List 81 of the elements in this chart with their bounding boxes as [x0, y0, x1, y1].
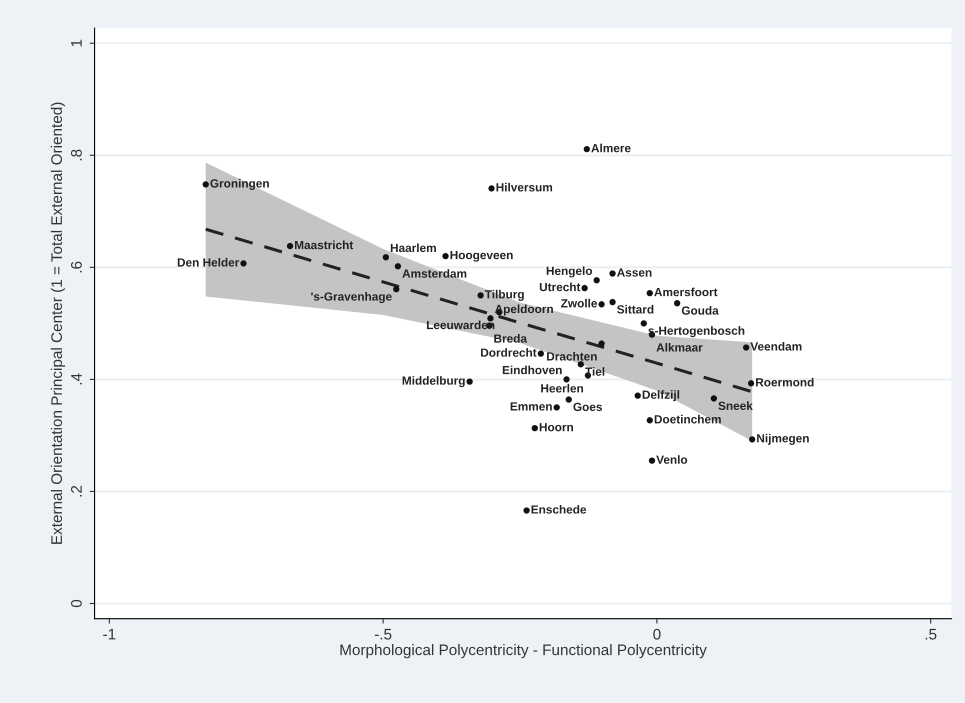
point [581, 284, 588, 292]
data-label: Breda [494, 334, 528, 343]
data-label: Enschede [532, 505, 586, 514]
point [674, 300, 680, 306]
point [477, 292, 484, 299]
x-tick-label: -.5 [374, 628, 392, 640]
data-label: Amersfoort [654, 288, 718, 296]
data-label: Hoogeveen [450, 251, 513, 262]
data-label: Maastricht [295, 240, 354, 250]
point [598, 301, 605, 308]
data-label: Almere [591, 144, 631, 152]
point [609, 270, 616, 277]
data-label: Haarlem [390, 243, 436, 252]
point [743, 344, 750, 351]
point [554, 404, 560, 411]
data-label: Hilversum [496, 182, 552, 192]
point [566, 396, 572, 403]
data-label: Venlo [656, 455, 688, 464]
y-tick-label: 1 [71, 40, 82, 46]
data-label: Gouda [682, 306, 719, 315]
point [710, 395, 718, 402]
data-label: Nijmegen [757, 434, 809, 445]
point [466, 378, 473, 385]
data-label: Alkmaar [656, 342, 703, 352]
x-tick-label: .5 [926, 628, 936, 640]
data-label: Emmen [510, 402, 552, 411]
point [488, 185, 495, 192]
data-label: Goes [573, 402, 602, 412]
point [286, 242, 294, 250]
point [578, 361, 584, 368]
data-label: Dordrecht [481, 348, 537, 357]
point [532, 424, 538, 432]
data-label: Delfzijl [642, 390, 680, 402]
point [634, 392, 641, 399]
point [748, 380, 754, 386]
point [598, 340, 605, 347]
data-label: Utrecht [540, 282, 580, 292]
point [749, 436, 756, 443]
data-label: Tilburg [484, 290, 524, 301]
point [584, 146, 590, 152]
point [538, 350, 544, 357]
point [523, 507, 530, 514]
y-tick-label: .4 [71, 373, 82, 384]
point [394, 263, 402, 270]
x-axis-title: Morphological Polycentricity - Functional Polycentricity [340, 644, 707, 658]
data-label: Den Helder [178, 258, 240, 267]
y-tick-label: 0 [71, 600, 82, 608]
data-label: Doetinchem [654, 414, 721, 424]
point [594, 277, 600, 284]
data-label: Sittard [617, 304, 654, 314]
data-label: Groningen [210, 178, 269, 190]
x-tick-label: 0 [653, 628, 661, 640]
point [646, 417, 653, 424]
data-label: Drachten [547, 352, 597, 361]
data-label: Veendam [750, 342, 802, 351]
point [563, 376, 570, 383]
data-label: Assen [617, 268, 652, 277]
data-label: Zwolle [561, 298, 598, 308]
point [202, 181, 209, 188]
point [382, 254, 390, 260]
data-label: Eindhoven [502, 366, 562, 374]
point [393, 286, 400, 292]
data-label: Amsterdam [402, 269, 466, 278]
point [442, 252, 449, 260]
data-label: 's-Gravenhage [311, 292, 392, 304]
x-tick-label: -1 [103, 628, 116, 640]
point [240, 260, 247, 267]
point [646, 290, 653, 296]
point [648, 457, 656, 464]
y-tick-label: .2 [71, 486, 82, 496]
y-axis-title: External Orientation Principal Center (1 = Total External Oriented) [50, 102, 66, 544]
point [609, 298, 616, 306]
data-label: Heerlen [541, 384, 584, 393]
point [640, 320, 647, 327]
data-label: Middelburg [402, 376, 465, 388]
data-label: Hengelo [546, 266, 592, 278]
data-label: Hoorn [540, 423, 573, 432]
y-tick-label: .8 [71, 150, 82, 160]
y-tick-label: .6 [71, 262, 82, 272]
data-label: Sneek [718, 401, 753, 410]
data-label: Roermond [756, 378, 814, 386]
